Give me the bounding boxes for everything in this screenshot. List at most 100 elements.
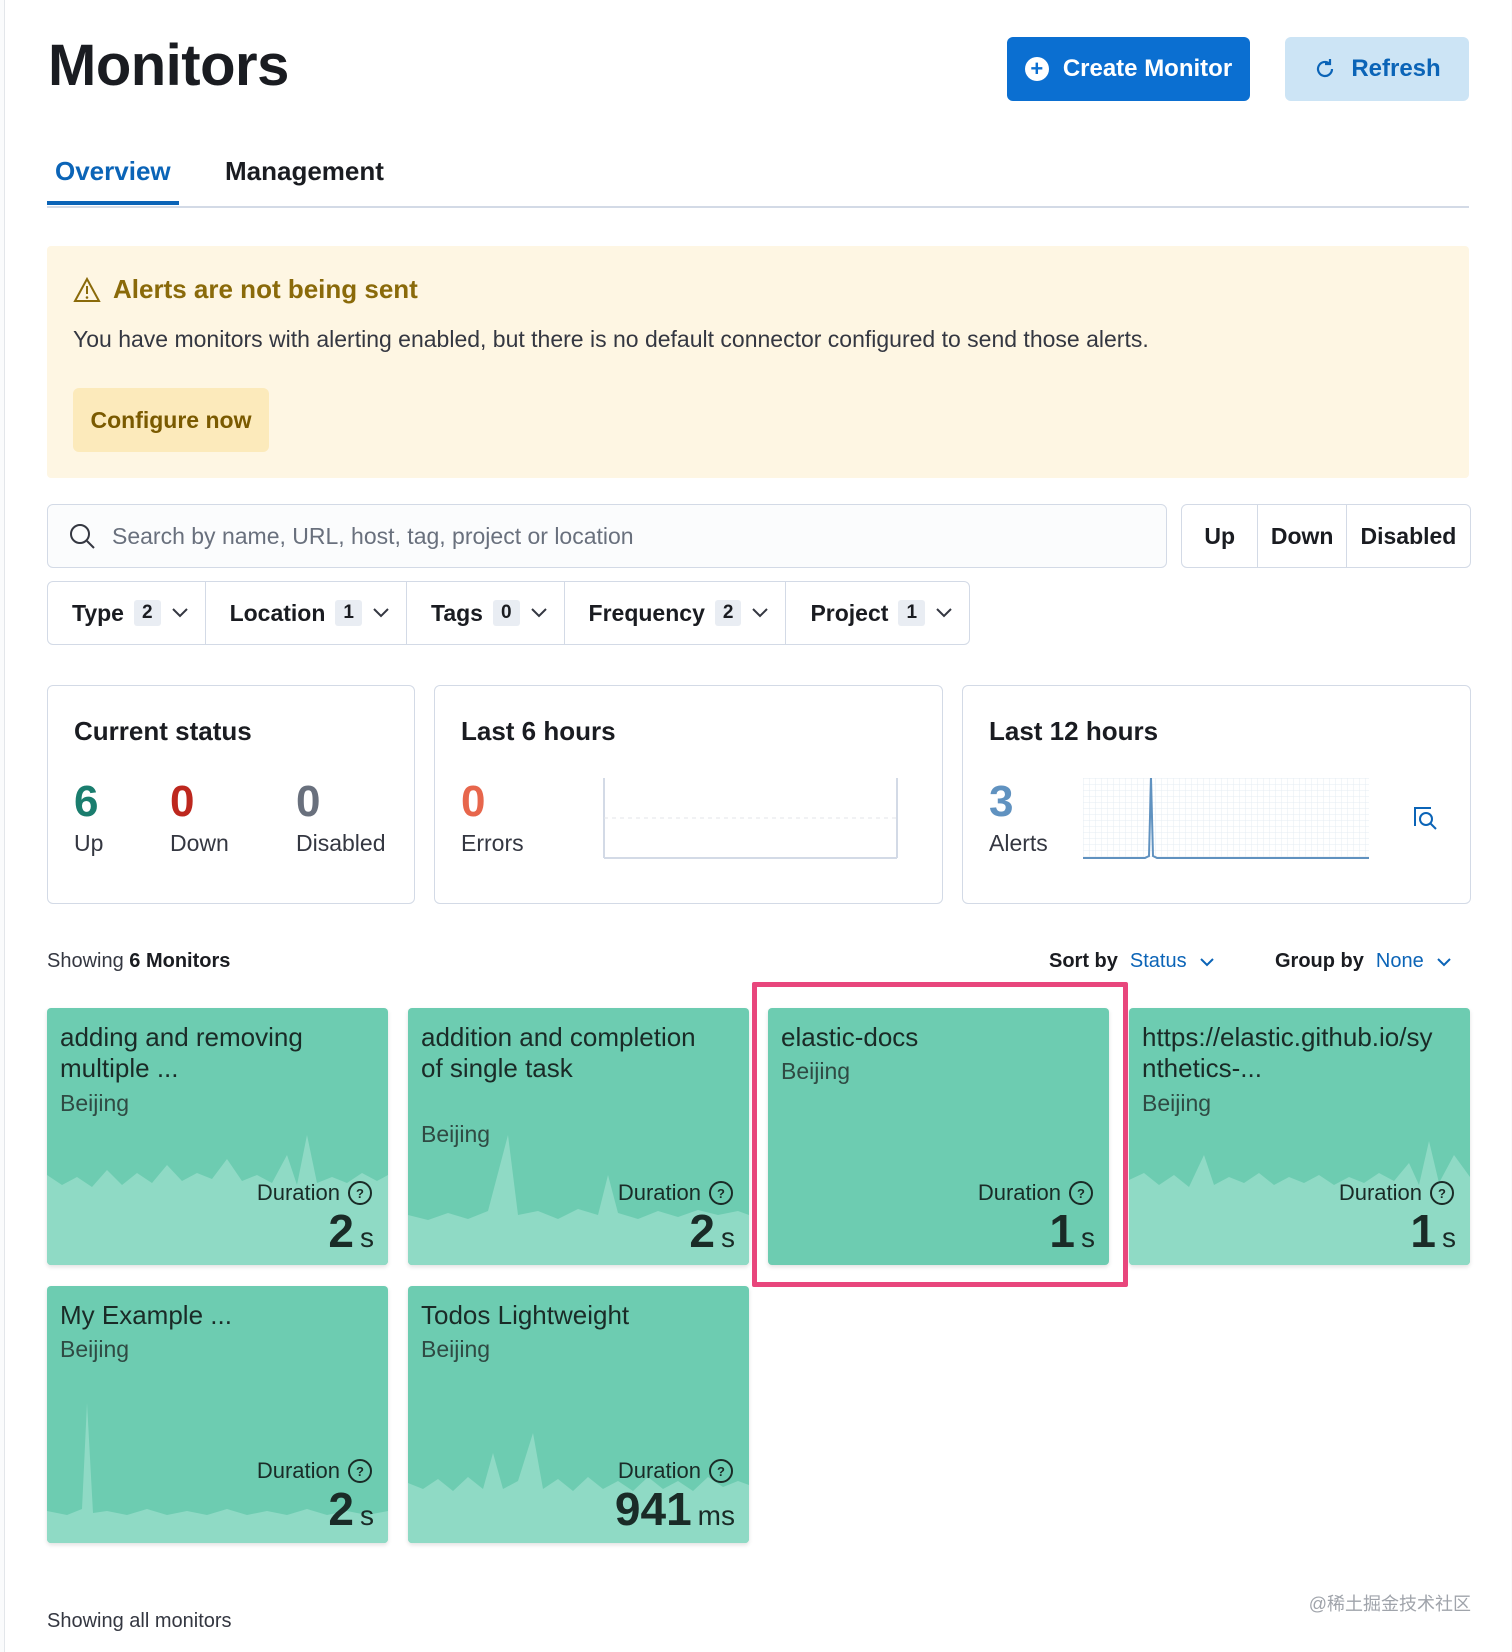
last-12-hours-panel: Last 12 hours 3 Alerts bbox=[962, 685, 1471, 904]
duration-label-text: Duration bbox=[617, 1180, 701, 1205]
current-status-panel: Current status 6 Up 0 Down 0 Disabled bbox=[47, 685, 415, 904]
monitor-name: elastic-docs bbox=[781, 1022, 919, 1052]
tab-bar: Overview Management bbox=[47, 148, 1469, 208]
filter-frequency[interactable]: Frequency 2 bbox=[565, 582, 787, 644]
stat-label: Up bbox=[74, 830, 104, 857]
stat-value: 3 bbox=[989, 777, 1014, 826]
duration-sparkline bbox=[47, 1403, 388, 1543]
filter-label: Location bbox=[229, 599, 326, 626]
monitor-location: Beijing bbox=[60, 1090, 130, 1116]
showing-prefix: Showing bbox=[47, 950, 124, 972]
alerts-sparkline bbox=[1083, 778, 1369, 859]
monitor-name: https://elastic.github.io/synthetics-... bbox=[1142, 1022, 1433, 1083]
plus-circle-icon: + bbox=[1024, 57, 1049, 81]
filter-tags[interactable]: Tags 0 bbox=[407, 582, 565, 644]
status-filter-group: Up Down Disabled bbox=[1181, 504, 1471, 568]
page-title: Monitors bbox=[48, 33, 289, 98]
chevron-down-icon bbox=[1199, 957, 1214, 966]
monitor-card[interactable]: adding and removing multiple ... Beijing… bbox=[47, 1008, 388, 1265]
stat-label: Disabled bbox=[296, 830, 386, 857]
duration-unit: s bbox=[721, 1222, 735, 1253]
filter-up-button[interactable]: Up bbox=[1182, 505, 1259, 567]
search-input[interactable]: Search by name, URL, host, tag, project … bbox=[47, 504, 1167, 568]
chevron-down-icon bbox=[936, 608, 952, 618]
duration-label: Duration ? bbox=[978, 1180, 1093, 1206]
callout-title: Alerts are not being sent bbox=[73, 274, 418, 305]
refresh-icon bbox=[1317, 59, 1334, 78]
stat-errors: 0 Errors bbox=[461, 777, 524, 857]
sort-by-control[interactable]: Sort by Status bbox=[1049, 950, 1215, 973]
stat-value: 6 bbox=[74, 777, 99, 826]
filter-project[interactable]: Project 1 bbox=[786, 582, 969, 644]
question-icon[interactable]: ? bbox=[348, 1459, 372, 1483]
inspect-icon[interactable] bbox=[1411, 804, 1439, 832]
selection-highlight bbox=[752, 982, 1128, 1287]
errors-sparkline bbox=[603, 778, 898, 859]
duration-number: 2 bbox=[328, 1483, 354, 1535]
tab-management[interactable]: Management bbox=[225, 156, 384, 186]
showing-count: Showing 6 Monitors bbox=[47, 950, 230, 973]
stat-label: Errors bbox=[461, 830, 524, 857]
stat-disabled: 0 Disabled bbox=[296, 777, 386, 857]
showing-number: 6 Monitors bbox=[129, 950, 231, 972]
monitor-card[interactable]: addition and completion of single task B… bbox=[408, 1008, 749, 1265]
monitor-location: Beijing bbox=[1142, 1090, 1212, 1116]
page: Monitors + Create Monitor Refresh Overvi… bbox=[4, 0, 1511, 1652]
group-label: Group by bbox=[1275, 950, 1364, 972]
filter-down-button[interactable]: Down bbox=[1258, 505, 1347, 567]
stat-up: 6 Up bbox=[74, 777, 104, 857]
group-by-control[interactable]: Group by None bbox=[1275, 950, 1452, 973]
question-icon[interactable]: ? bbox=[709, 1181, 733, 1205]
create-monitor-label: Create Monitor bbox=[1062, 55, 1233, 82]
duration-label: Duration ? bbox=[257, 1180, 372, 1206]
duration-sparkline bbox=[408, 1433, 749, 1543]
question-icon[interactable]: ? bbox=[1069, 1181, 1093, 1205]
monitor-card[interactable]: Todos Lightweight Beijing Duration ? 941… bbox=[408, 1286, 749, 1543]
duration-unit: s bbox=[360, 1222, 374, 1253]
monitor-card[interactable]: https://elastic.github.io/synthetics-...… bbox=[1129, 1008, 1470, 1265]
panel-title: Current status bbox=[74, 716, 252, 746]
duration-unit: ms bbox=[697, 1500, 735, 1531]
callout-text: You have monitors with alerting enabled,… bbox=[73, 326, 1149, 352]
duration-number: 941 bbox=[614, 1483, 692, 1535]
monitor-name: Todos Lightweight bbox=[421, 1300, 630, 1330]
filter-disabled-button[interactable]: Disabled bbox=[1360, 522, 1457, 549]
stat-value: 0 bbox=[296, 777, 321, 826]
configure-now-button[interactable]: Configure now bbox=[73, 388, 269, 452]
duration-label: Duration ? bbox=[1339, 1180, 1454, 1206]
refresh-button[interactable]: Refresh bbox=[1285, 37, 1469, 101]
question-icon[interactable]: ? bbox=[709, 1459, 733, 1483]
chevron-down-icon bbox=[373, 608, 389, 618]
filter-bar: Type 2 Location 1 Tags 0 Frequency 2 Pro… bbox=[47, 581, 971, 645]
filter-label: Frequency bbox=[588, 599, 705, 626]
tab-overview[interactable]: Overview bbox=[47, 156, 179, 205]
create-monitor-button[interactable]: + Create Monitor bbox=[1007, 37, 1250, 101]
filter-type[interactable]: Type 2 bbox=[48, 582, 206, 644]
duration-label-text: Duration bbox=[617, 1458, 701, 1483]
question-icon[interactable]: ? bbox=[1430, 1181, 1454, 1205]
duration-number: 2 bbox=[689, 1205, 715, 1257]
duration-sparkline bbox=[47, 1135, 388, 1265]
showing-all-monitors: Showing all monitors bbox=[47, 1610, 232, 1632]
filter-count: 2 bbox=[714, 600, 742, 626]
stat-down: 0 Down bbox=[170, 777, 229, 857]
filter-location[interactable]: Location 1 bbox=[206, 582, 407, 644]
warning-icon bbox=[73, 276, 101, 302]
duration-value: 941 ms bbox=[615, 1482, 735, 1536]
chevron-down-icon bbox=[171, 608, 188, 618]
monitor-location: Beijing bbox=[781, 1058, 851, 1084]
watermark: @稀土掘金技术社区 bbox=[1308, 1594, 1471, 1614]
question-icon[interactable]: ? bbox=[348, 1181, 372, 1205]
stat-label: Alerts bbox=[989, 830, 1048, 857]
callout-title-text: Alerts are not being sent bbox=[113, 274, 418, 304]
refresh-label: Refresh bbox=[1351, 55, 1441, 82]
search-icon bbox=[70, 524, 95, 549]
duration-sparkline bbox=[408, 1135, 749, 1265]
sort-value: Status bbox=[1129, 950, 1187, 972]
monitor-location: Beijing bbox=[421, 1121, 491, 1147]
stat-alerts: 3 Alerts bbox=[989, 777, 1048, 857]
